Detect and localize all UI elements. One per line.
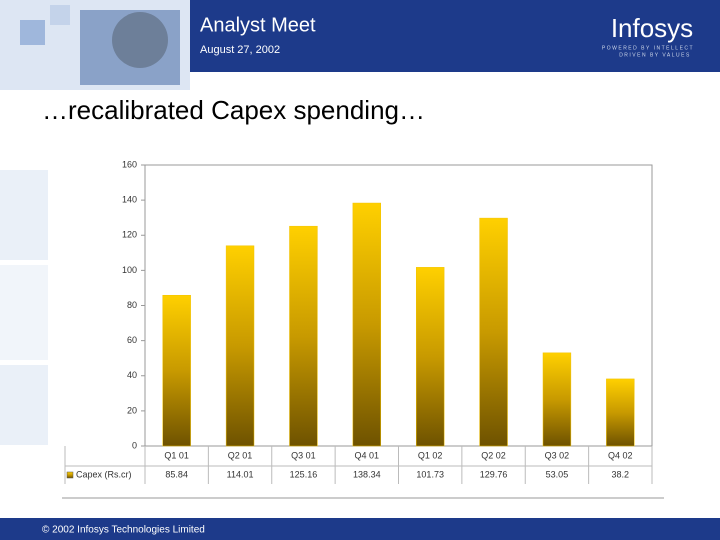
y-tick-label: 20 <box>127 405 137 415</box>
x-tick-label: Q1 01 <box>164 450 189 460</box>
bar <box>289 225 318 447</box>
y-tick-label: 140 <box>122 195 137 205</box>
y-tick-label: 80 <box>127 300 137 310</box>
y-tick-label: 120 <box>122 230 137 240</box>
legend-label: Capex (Rs.cr) <box>76 469 132 479</box>
slide-title: …recalibrated Capex spending… <box>42 95 425 125</box>
header-band <box>190 0 720 72</box>
table-value: 85.84 <box>165 469 188 479</box>
x-tick-label: Q3 02 <box>545 450 570 460</box>
table-value: 53.05 <box>546 469 569 479</box>
table-value: 101.73 <box>416 469 444 479</box>
y-tick-label: 40 <box>127 370 137 380</box>
table-value: 129.76 <box>480 469 508 479</box>
footer-band <box>0 518 720 540</box>
meet-date: August 27, 2002 <box>200 44 280 56</box>
table-value: 38.2 <box>612 469 630 479</box>
bar <box>225 245 255 447</box>
table-value: 114.01 <box>227 469 254 479</box>
table-value: 138.34 <box>353 469 381 479</box>
bar <box>162 294 191 447</box>
x-tick-label: Q4 02 <box>608 450 633 460</box>
x-tick-label: Q1 02 <box>418 450 443 460</box>
bar <box>542 352 572 447</box>
logo: Infosys <box>611 13 693 43</box>
y-tick-label: 0 <box>132 440 137 450</box>
left-decoration <box>0 0 190 445</box>
legend-swatch <box>66 471 74 479</box>
tagline: POWERED BY INTELLECT <box>602 45 694 51</box>
x-tick-label: Q3 01 <box>291 450 316 460</box>
plot-area <box>144 164 653 447</box>
x-tick-label: Q2 02 <box>481 450 506 460</box>
y-tick-label: 60 <box>127 335 137 345</box>
bar <box>415 267 445 447</box>
y-tick-label: 160 <box>122 159 137 169</box>
meet-title: Analyst Meet <box>200 14 316 36</box>
bar <box>352 202 382 447</box>
x-tick-label: Q4 01 <box>355 450 380 460</box>
tagline: DRIVEN BY VALUES <box>619 52 691 58</box>
y-tick-label: 100 <box>122 265 137 275</box>
x-tick-label: Q2 01 <box>228 450 253 460</box>
bar <box>479 217 508 447</box>
bar <box>606 378 635 447</box>
table-value: 125.16 <box>290 469 318 479</box>
footer: © 2002 Infosys Technologies Limited <box>42 525 205 536</box>
